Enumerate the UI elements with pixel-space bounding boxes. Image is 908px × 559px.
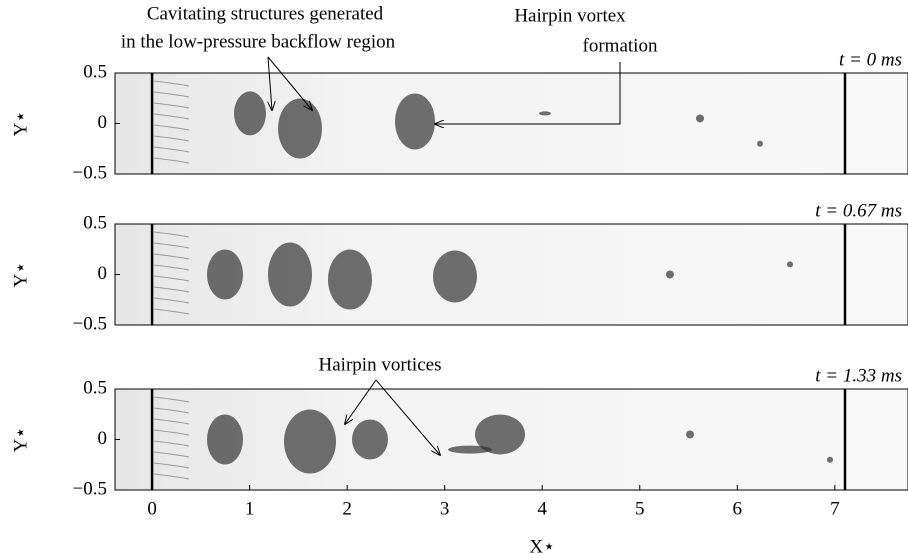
panel-title: t = 1.33 ms xyxy=(815,365,902,386)
cavity-blob xyxy=(787,261,793,267)
x-tick-label: 5 xyxy=(635,498,645,519)
y-tick-label: 0.5 xyxy=(83,377,107,398)
cavity-blob xyxy=(448,446,492,454)
cavity-blob xyxy=(686,430,694,438)
annotation: Hairpin vortex xyxy=(514,5,626,26)
cavity-blob xyxy=(395,93,435,149)
x-tick-label: 0 xyxy=(147,498,157,519)
y-axis-label: Y⋆ xyxy=(10,427,31,453)
x-tick-label: 4 xyxy=(537,498,547,519)
y-axis-label: Y⋆ xyxy=(10,262,31,288)
cavity-blob xyxy=(284,410,336,474)
y-tick-label: 0 xyxy=(98,263,108,284)
annotation: Cavitating structures generated xyxy=(147,3,384,24)
y-tick-label: 0 xyxy=(98,112,108,133)
cavity-blob xyxy=(207,415,243,465)
y-tick-label: 0.5 xyxy=(83,61,107,82)
cavity-blob xyxy=(268,243,312,307)
y-tick-label: −0.5 xyxy=(73,478,107,499)
y-tick-label: −0.5 xyxy=(73,313,107,334)
cavity-blob xyxy=(696,114,704,122)
y-tick-label: 0.5 xyxy=(83,212,107,233)
cavity-blob xyxy=(352,420,388,460)
annotation: formation xyxy=(583,35,658,56)
x-tick-label: 2 xyxy=(342,498,352,519)
figure: t = 0 ms Y⋆ −0.5 0 0.5 t = 0.67 ms Y⋆ −0.5 0 0.5 t… xyxy=(0,0,908,559)
cavity-blob xyxy=(328,250,372,310)
y-tick-label: −0.5 xyxy=(73,162,107,183)
y-tick-label: 0 xyxy=(98,428,108,449)
x-axis-label: X⋆ xyxy=(529,536,555,557)
cavity-blob xyxy=(433,251,477,303)
cavity-blob xyxy=(539,111,551,115)
panel-title: t = 0 ms xyxy=(839,49,902,70)
cavity-blob xyxy=(757,141,763,147)
panel-title: t = 0.67 ms xyxy=(815,200,902,221)
cavity-blob xyxy=(207,250,243,300)
x-tick-label: 1 xyxy=(245,498,255,519)
x-tick-label: 7 xyxy=(830,498,840,519)
cavity-blob xyxy=(827,457,833,463)
cavity-blob xyxy=(234,91,266,135)
annotation: in the low-pressure backflow region xyxy=(121,31,396,52)
cavity-blob xyxy=(278,99,322,159)
x-tick-label: 6 xyxy=(733,498,743,519)
cavity-blob xyxy=(666,271,674,279)
x-tick-label: 3 xyxy=(440,498,450,519)
annotation: Hairpin vortices xyxy=(319,354,442,375)
y-axis-label: Y⋆ xyxy=(10,111,31,137)
